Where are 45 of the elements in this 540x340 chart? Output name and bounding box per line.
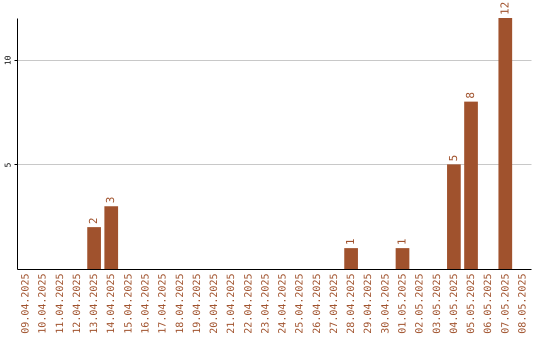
x-tick-label: 25.04.2025 (294, 274, 306, 334)
x-tick-label: 26.04.2025 (312, 274, 323, 334)
x-tick-label: 03.05.2025 (432, 274, 443, 334)
x-tick-label: 23.04.2025 (260, 274, 272, 334)
bar (447, 164, 461, 269)
bar (464, 102, 478, 269)
x-tick-label: 09.04.2025 (20, 274, 32, 334)
data-label: 12 (498, 2, 512, 15)
x-tick-label: 07.05.2025 (500, 274, 512, 334)
x-tick-label: 22.04.2025 (243, 274, 254, 334)
x-tick-label: 05.05.2025 (466, 274, 478, 334)
data-label: 1 (344, 238, 358, 246)
x-tick-label: 10.04.2025 (38, 274, 49, 334)
x-tick-label: 14.04.2025 (106, 274, 118, 334)
x-tick-label: 18.04.2025 (174, 274, 186, 334)
x-tick-label: 15.04.2025 (123, 274, 134, 334)
data-label: 1 (396, 238, 408, 246)
x-tick-label: 29.04.2025 (363, 274, 374, 334)
bar (87, 227, 101, 269)
x-tick-label: 24.04.2025 (278, 274, 289, 334)
bar (104, 206, 118, 269)
x-tick-label: 17.04.2025 (158, 274, 169, 334)
x-tick-label: 27.04.2025 (328, 274, 340, 334)
x-tick-label: 04.05.2025 (448, 274, 460, 334)
x-tick-label: 01.05.2025 (398, 274, 408, 334)
x-tick-label: 30.04.2025 (380, 274, 392, 334)
data-label: 5 (446, 154, 460, 162)
y-tick-label: 10 (4, 55, 12, 66)
x-tick-label: 21.04.2025 (226, 274, 238, 334)
x-tick-label: 08.05.2025 (517, 274, 528, 334)
bar (396, 248, 410, 269)
x-tick-label: 06.05.2025 (483, 274, 494, 334)
x-tick-label: 12.04.2025 (72, 274, 83, 334)
x-tick-label: 13.04.2025 (89, 274, 100, 334)
x-tick-label: 19.04.2025 (192, 274, 203, 334)
x-tick-label: 11.04.2025 (54, 274, 66, 334)
bar (344, 248, 358, 269)
data-label: 3 (104, 196, 118, 204)
x-tick-label: 16.04.2025 (140, 274, 152, 334)
x-tick-label: 02.05.2025 (414, 274, 426, 334)
data-label: 8 (464, 92, 478, 99)
x-tick-label: 20.04.2025 (209, 274, 220, 334)
bar (498, 18, 512, 269)
data-label: 2 (87, 218, 100, 224)
x-tick-label: 28.04.2025 (346, 274, 358, 334)
